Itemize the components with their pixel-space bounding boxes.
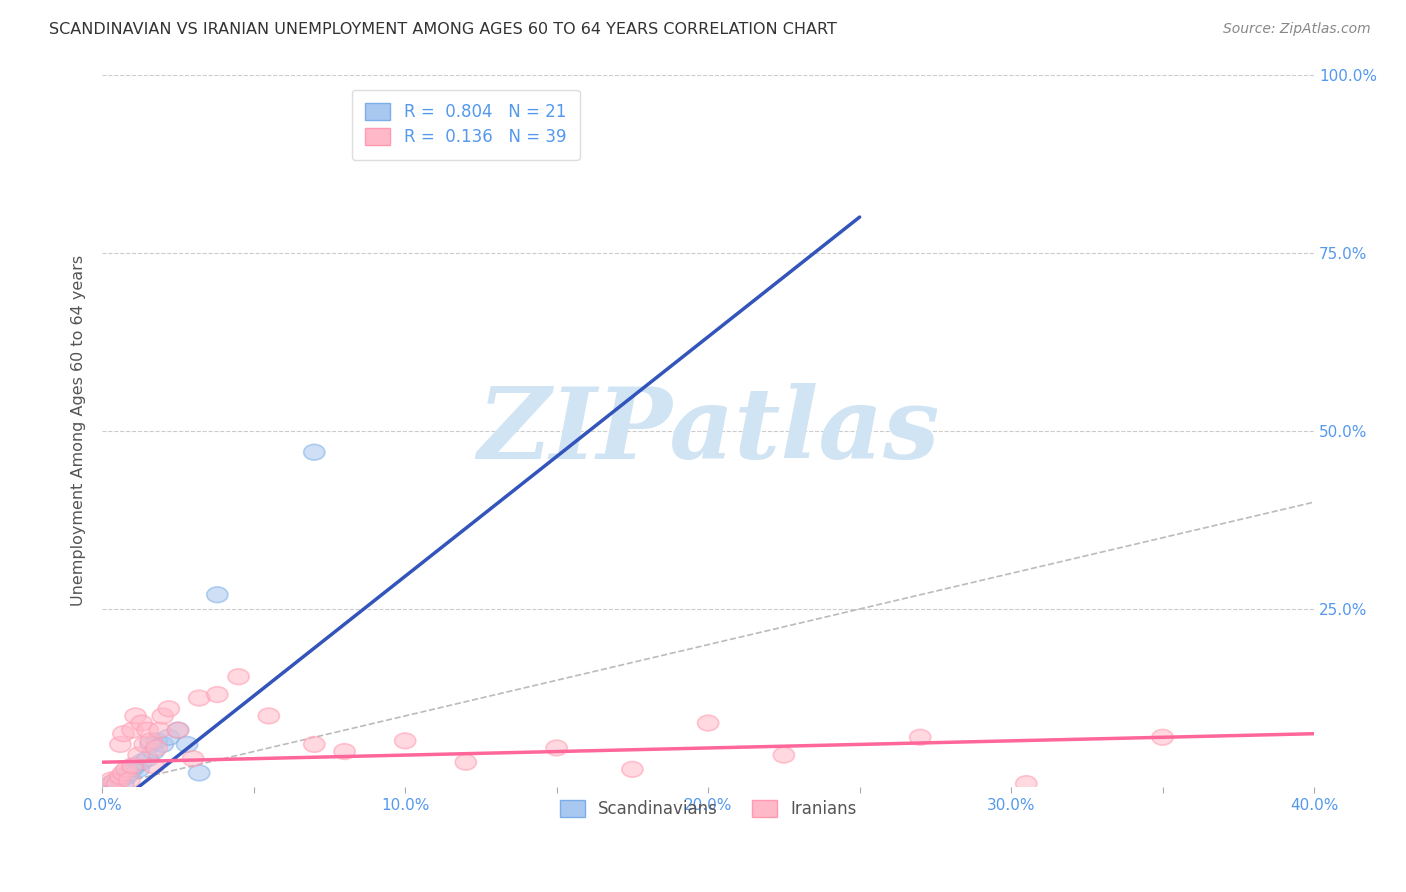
Ellipse shape [167,723,188,738]
Legend: Scandinavians, Iranians: Scandinavians, Iranians [554,794,863,825]
Ellipse shape [141,737,162,752]
Ellipse shape [910,730,931,745]
Ellipse shape [228,669,249,684]
Ellipse shape [115,762,136,777]
Ellipse shape [143,758,165,773]
Ellipse shape [456,755,477,770]
Ellipse shape [207,687,228,702]
Ellipse shape [546,740,567,756]
Ellipse shape [128,762,149,777]
Ellipse shape [107,773,128,789]
Ellipse shape [112,726,134,741]
Ellipse shape [335,744,356,759]
Ellipse shape [136,723,159,738]
Ellipse shape [115,769,136,784]
Ellipse shape [207,587,228,603]
Ellipse shape [120,772,141,788]
Ellipse shape [131,755,152,770]
Text: ZIPatlas: ZIPatlas [477,383,939,479]
Ellipse shape [152,708,173,723]
Ellipse shape [101,776,122,791]
Ellipse shape [143,744,165,759]
Ellipse shape [120,765,141,780]
Ellipse shape [146,740,167,756]
Ellipse shape [134,737,155,752]
Ellipse shape [125,708,146,723]
Ellipse shape [104,773,125,789]
Ellipse shape [176,737,198,752]
Ellipse shape [110,737,131,752]
Ellipse shape [152,737,173,752]
Ellipse shape [141,733,162,748]
Ellipse shape [621,762,643,777]
Ellipse shape [122,762,143,777]
Ellipse shape [149,723,170,738]
Ellipse shape [1015,776,1036,791]
Ellipse shape [183,751,204,766]
Ellipse shape [146,733,167,748]
Ellipse shape [259,708,280,723]
Ellipse shape [773,747,794,763]
Ellipse shape [304,444,325,460]
Ellipse shape [167,723,188,738]
Text: SCANDINAVIAN VS IRANIAN UNEMPLOYMENT AMONG AGES 60 TO 64 YEARS CORRELATION CHART: SCANDINAVIAN VS IRANIAN UNEMPLOYMENT AMO… [49,22,837,37]
Ellipse shape [107,776,128,791]
Ellipse shape [128,747,149,763]
Ellipse shape [1152,730,1173,745]
Ellipse shape [125,758,146,773]
Y-axis label: Unemployment Among Ages 60 to 64 years: Unemployment Among Ages 60 to 64 years [72,255,86,607]
Text: Source: ZipAtlas.com: Source: ZipAtlas.com [1223,22,1371,37]
Ellipse shape [131,715,152,731]
Ellipse shape [122,723,143,738]
Ellipse shape [697,715,718,731]
Ellipse shape [112,765,134,780]
Ellipse shape [122,758,143,773]
Ellipse shape [101,772,122,788]
Ellipse shape [112,776,134,791]
Ellipse shape [159,730,180,745]
Ellipse shape [110,772,131,788]
Ellipse shape [110,769,131,784]
Ellipse shape [188,690,209,706]
Ellipse shape [304,737,325,752]
Ellipse shape [136,751,159,766]
Ellipse shape [159,701,180,716]
Ellipse shape [188,765,209,780]
Ellipse shape [395,733,416,748]
